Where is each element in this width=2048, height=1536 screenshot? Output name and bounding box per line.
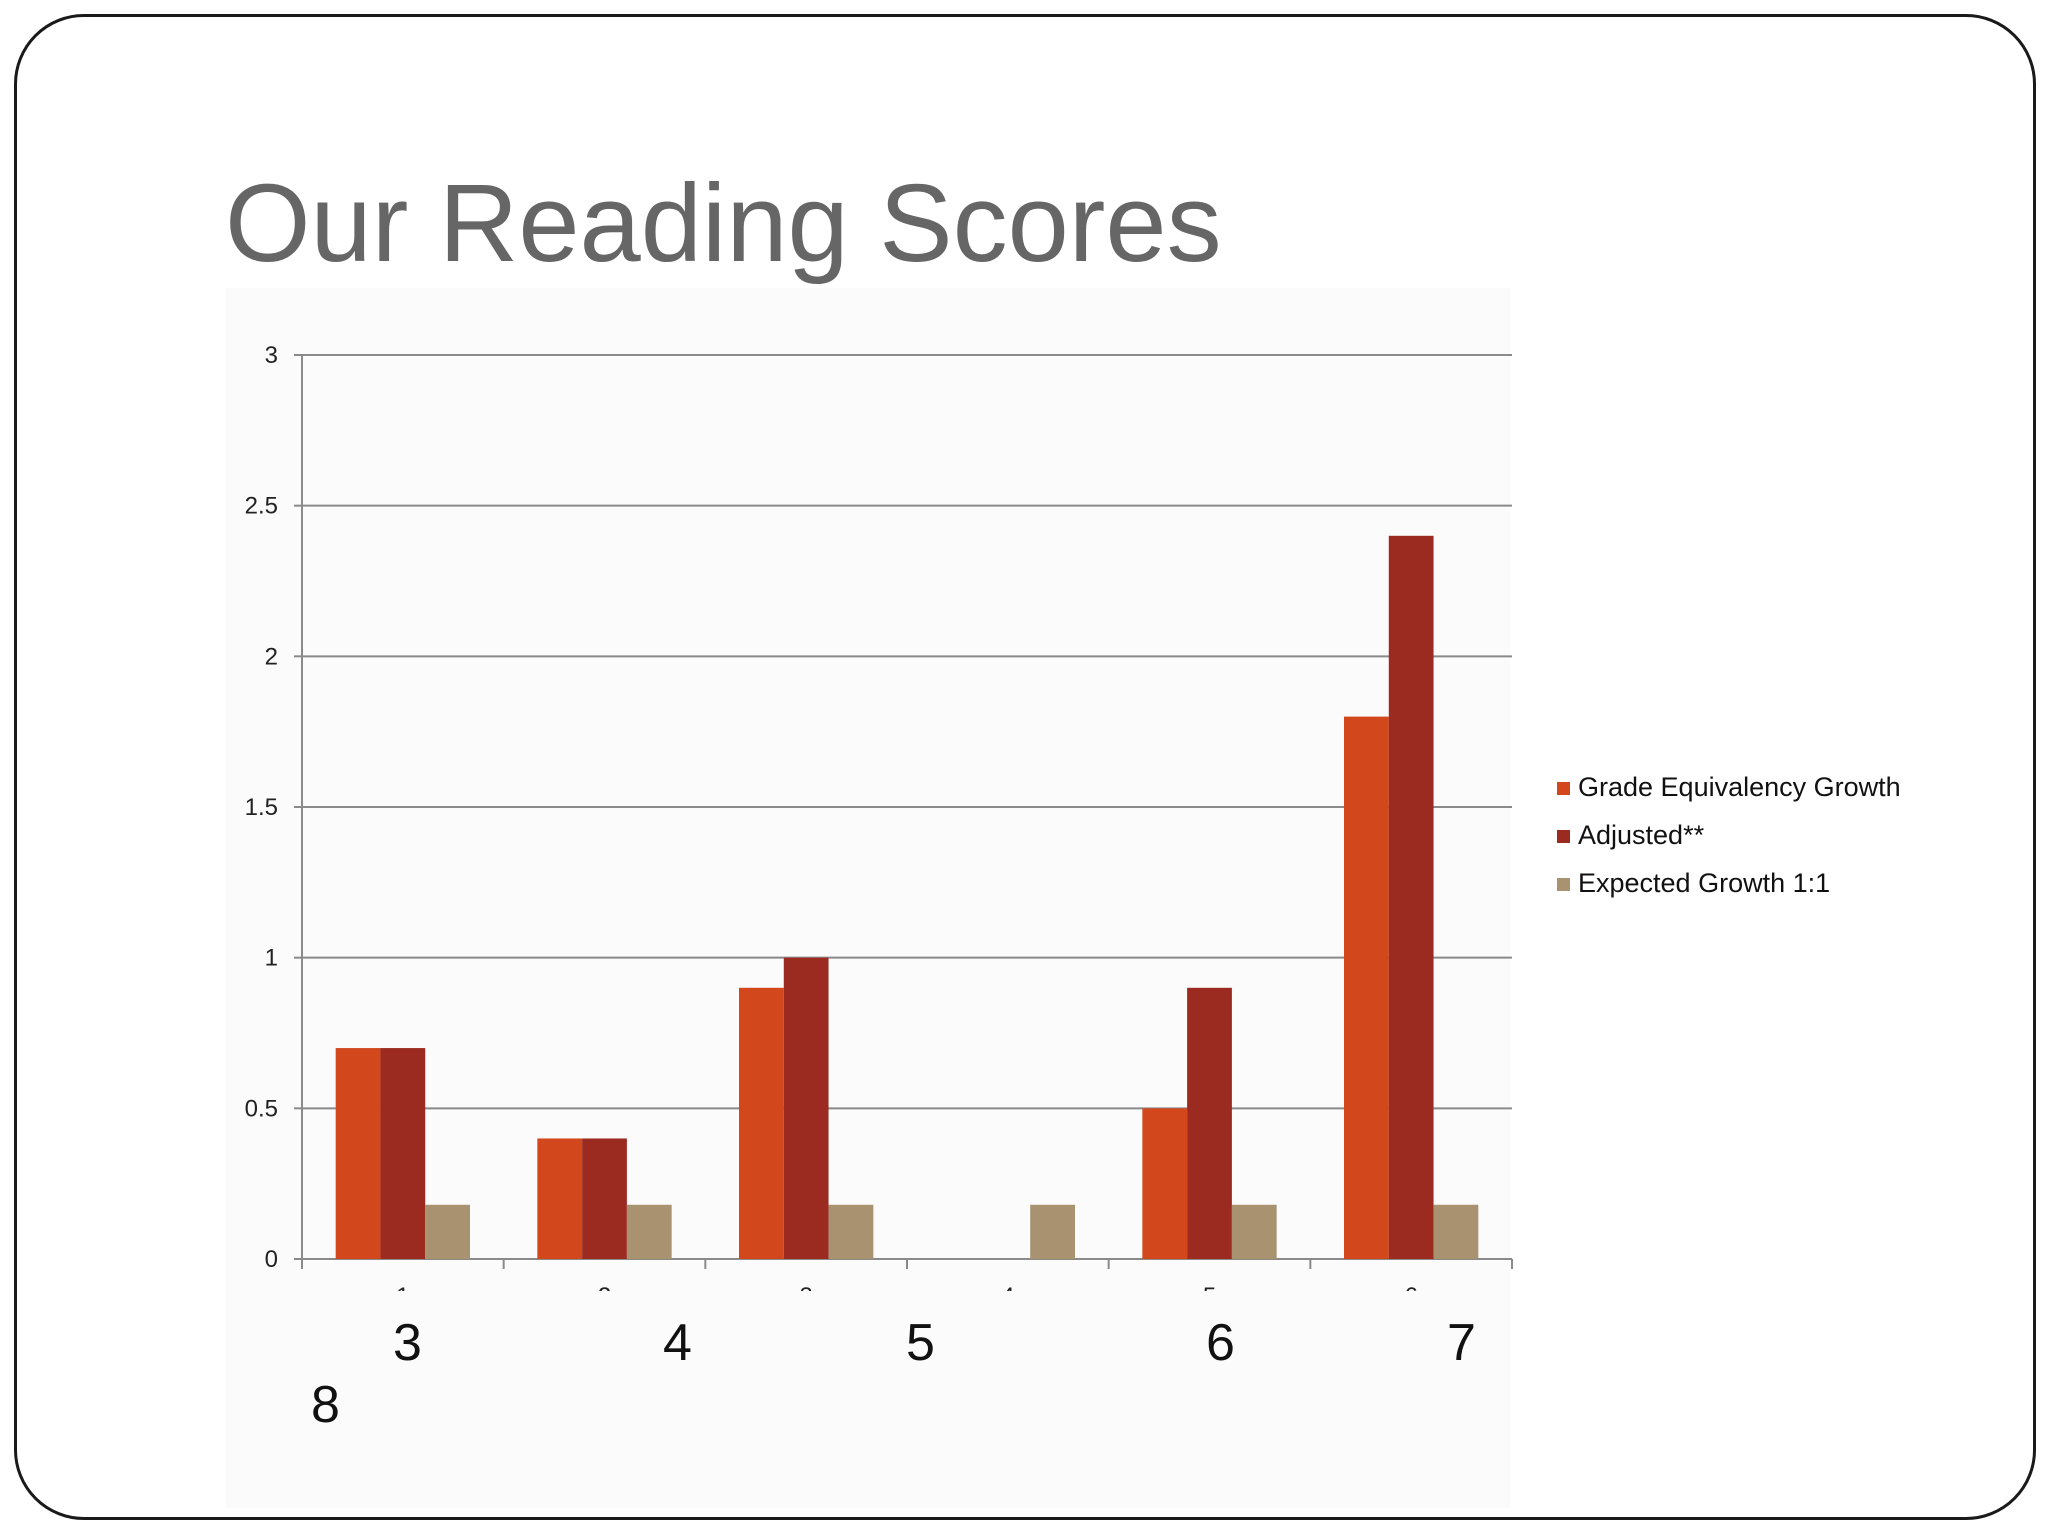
y-tick-label: 3	[265, 342, 278, 369]
slide-title: Our Reading Scores	[225, 162, 1222, 285]
bar-1-6	[1344, 716, 1389, 1259]
grade-label-5: 5	[906, 1314, 935, 1372]
grade-label-3: 3	[393, 1314, 422, 1372]
x-tick-label: 4	[1001, 1283, 1014, 1310]
grade-label-7: 7	[1447, 1314, 1476, 1372]
y-tick-label: 1	[265, 945, 278, 972]
bar-2-3	[783, 957, 829, 1259]
legend-swatch	[1557, 782, 1570, 795]
bar-3-6	[1433, 1204, 1479, 1259]
bar-3-4	[1030, 1204, 1075, 1259]
bar-2-1	[380, 1048, 426, 1259]
bar-1-3	[739, 987, 784, 1259]
bar-1-1	[335, 1048, 381, 1259]
y-tick-label: 2	[265, 643, 278, 670]
legend-swatch	[1557, 830, 1570, 843]
y-tick-label: 2.5	[245, 493, 278, 520]
y-tick-label: 0.5	[245, 1095, 278, 1122]
bar-3-2	[626, 1204, 672, 1259]
x-tick-label: 2	[598, 1283, 611, 1310]
x-tick-label: 3	[799, 1283, 812, 1310]
legend-label: Grade Equivalency Growth	[1578, 772, 1901, 802]
bar-2-2	[582, 1138, 627, 1259]
x-tick-label: 5	[1203, 1283, 1216, 1310]
grade-label-4: 4	[663, 1314, 692, 1372]
legend-label: Adjusted**	[1578, 820, 1705, 850]
y-tick-label: 1.5	[245, 794, 278, 821]
bar-3-1	[425, 1204, 470, 1259]
bar-3-3	[828, 1204, 874, 1259]
y-tick-label: 0	[265, 1246, 278, 1273]
x-tick-label: 6	[1404, 1283, 1417, 1310]
grade-label-6: 6	[1206, 1314, 1235, 1372]
legend-swatch	[1557, 878, 1570, 891]
bar-2-5	[1187, 987, 1232, 1259]
bar-3-5	[1231, 1204, 1277, 1259]
bar-2-6	[1388, 535, 1434, 1259]
chart-panel	[226, 288, 1510, 1508]
grade-label-8: 8	[311, 1376, 340, 1434]
bar-1-5	[1142, 1108, 1188, 1259]
bar-1-2	[537, 1138, 583, 1259]
x-tick-label: 1	[396, 1283, 409, 1310]
legend-label: Expected Growth 1:1	[1578, 868, 1830, 898]
